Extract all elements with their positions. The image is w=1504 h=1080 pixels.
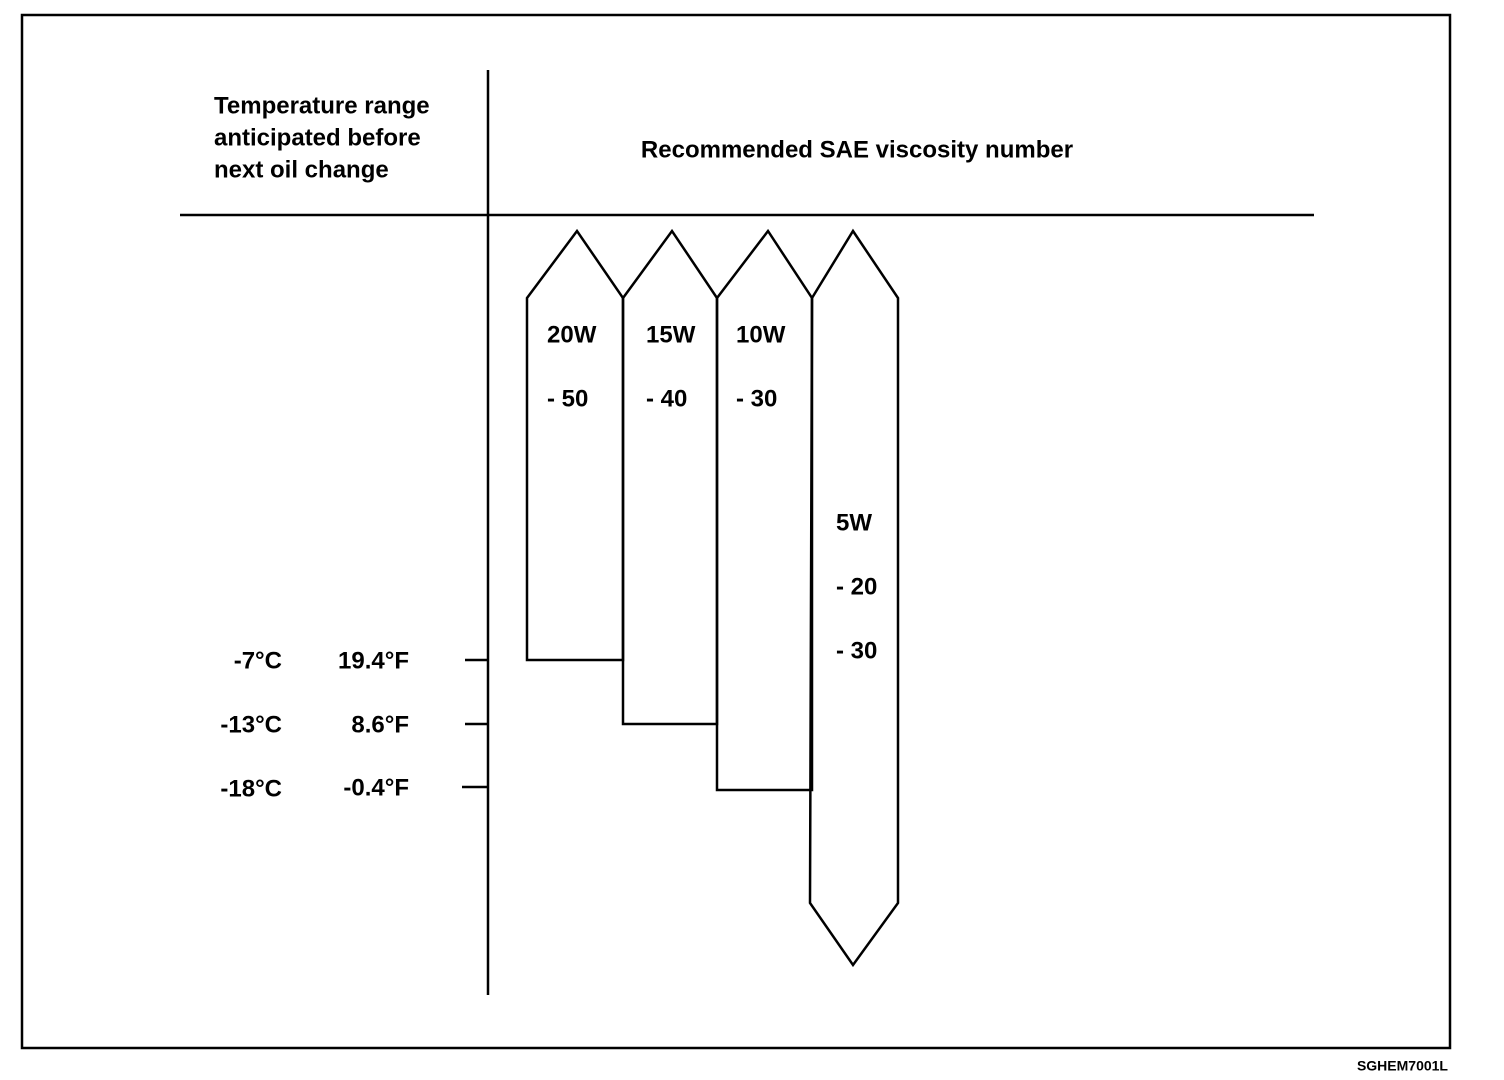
grade-label: - 30: [836, 637, 877, 664]
celsius: -7°C: [234, 647, 282, 674]
grade-arrow: [808, 228, 900, 968]
header-right: Recommended SAE viscosity number: [641, 136, 1073, 163]
grade-label: 10W: [736, 321, 786, 348]
grade-label: 20W: [547, 321, 597, 348]
grade-arrow: [525, 228, 625, 662]
header-left: next oil change: [214, 156, 389, 183]
grade-label: - 20: [836, 573, 877, 600]
figure-code: SGHEM7001L: [1357, 1058, 1448, 1074]
grade-label: 15W: [646, 321, 696, 348]
grade-label: 5W: [836, 509, 872, 536]
grade-label: - 50: [547, 385, 588, 412]
fahrenheit: -0.4°F: [343, 774, 409, 801]
grade-arrow: [621, 228, 719, 726]
frame: [20, 13, 1452, 1050]
header-left: anticipated before: [214, 124, 421, 151]
grade-label: - 30: [736, 385, 777, 412]
header-left: Temperature range: [214, 92, 430, 119]
fahrenheit: 8.6°F: [351, 711, 409, 738]
grade-label: - 40: [646, 385, 687, 412]
celsius: -13°C: [220, 711, 282, 738]
grade-arrow: [715, 228, 814, 792]
celsius: -18°C: [220, 775, 282, 802]
fahrenheit: 19.4°F: [338, 647, 409, 674]
